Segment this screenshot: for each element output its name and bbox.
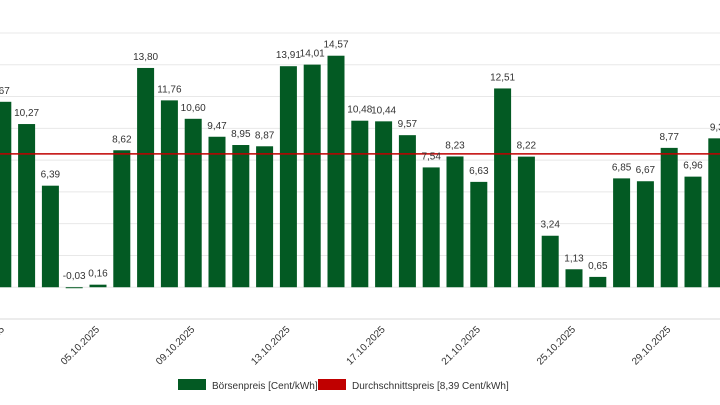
data-label: 10,48 [347, 105, 372, 116]
data-label: 8,77 [659, 132, 679, 143]
bar [446, 156, 464, 288]
data-label: 8,87 [255, 130, 275, 141]
data-label: 0,16 [88, 269, 108, 280]
x-tick-label: 05.10.2025 [59, 324, 102, 367]
bar [256, 146, 274, 288]
bar [160, 100, 178, 288]
data-label: 0,65 [588, 261, 608, 272]
data-label: 1,13 [564, 253, 584, 264]
bars [0, 55, 720, 289]
legend-swatch-durchschnittspreis [318, 379, 346, 390]
legend-swatch-boersenpreis [178, 379, 206, 390]
bar [636, 181, 654, 288]
bar [208, 136, 226, 288]
bar [65, 287, 83, 289]
data-label: 10,44 [371, 105, 396, 116]
bar [327, 55, 345, 288]
data-label: 12,51 [490, 72, 515, 83]
bar [494, 88, 512, 288]
bar [113, 150, 131, 288]
bar [541, 235, 559, 288]
bar [41, 185, 59, 288]
data-label: 9,57 [398, 119, 418, 130]
bar [589, 276, 607, 288]
bar [351, 120, 369, 288]
data-label: 11,76 [157, 84, 182, 95]
data-label: 6,67 [636, 165, 656, 176]
data-label: ,67 [0, 86, 10, 97]
legend: Börsenpreis [Cent/kWh] Durchschnittsprei… [178, 379, 509, 392]
bar [375, 121, 393, 288]
bar [613, 178, 631, 288]
data-label: 6,39 [41, 170, 61, 181]
data-label: 14,01 [300, 49, 325, 60]
data-label: 8,62 [112, 134, 132, 145]
data-label: 6,85 [612, 162, 632, 173]
data-label: 8,95 [231, 129, 251, 140]
data-label: 7,54 [421, 151, 441, 162]
data-label: 14,57 [323, 40, 348, 51]
bar [184, 118, 202, 288]
bar [708, 138, 720, 288]
bar [422, 167, 440, 288]
data-label: 9,47 [207, 121, 227, 132]
x-tick-label: 01.10.2025 [0, 324, 7, 367]
bar [565, 269, 583, 288]
data-label: 13,91 [276, 50, 301, 61]
bar [398, 135, 416, 288]
bar [89, 284, 107, 288]
bar [279, 66, 297, 288]
bar [684, 176, 702, 288]
bar [470, 181, 488, 288]
bar [18, 124, 36, 288]
legend-label-boersenpreis: Börsenpreis [Cent/kWh] [212, 381, 318, 392]
data-label: 8,23 [445, 140, 465, 151]
data-label: 6,63 [469, 166, 489, 177]
x-tick-label: 25.10.2025 [535, 324, 578, 367]
data-label: 8,22 [517, 141, 537, 152]
data-labels: ,67 10,27 6,39 -0,030,16 8,62 13,80 11,76 10,60… [0, 40, 720, 283]
x-tick-label: 29.10.2025 [630, 324, 673, 367]
legend-label-durchschnittspreis: Durchschnittspreis [8,39 Cent/kWh] [352, 381, 509, 392]
bar [660, 147, 678, 288]
x-tick-label: 17.10.2025 [345, 324, 388, 367]
data-label: -0,03 [63, 271, 86, 282]
x-tick-label: 13.10.2025 [249, 324, 292, 367]
x-tick-labels: 01.10.2025 05.10.2025 09.10.2025 13.10.2025… [0, 324, 674, 367]
bar [303, 64, 321, 288]
data-label: 6,96 [683, 161, 703, 172]
data-label: 10,27 [14, 108, 39, 119]
data-label: 13,80 [133, 52, 158, 63]
bar [232, 145, 250, 288]
bar [0, 101, 12, 288]
bar [517, 156, 535, 288]
bar [137, 67, 155, 288]
data-label: 3,24 [540, 220, 560, 231]
x-tick-label: 21.10.2025 [440, 324, 483, 367]
data-label: 10,60 [181, 103, 206, 114]
x-tick-label: 09.10.2025 [154, 324, 197, 367]
data-label: 9,3 [710, 122, 720, 133]
